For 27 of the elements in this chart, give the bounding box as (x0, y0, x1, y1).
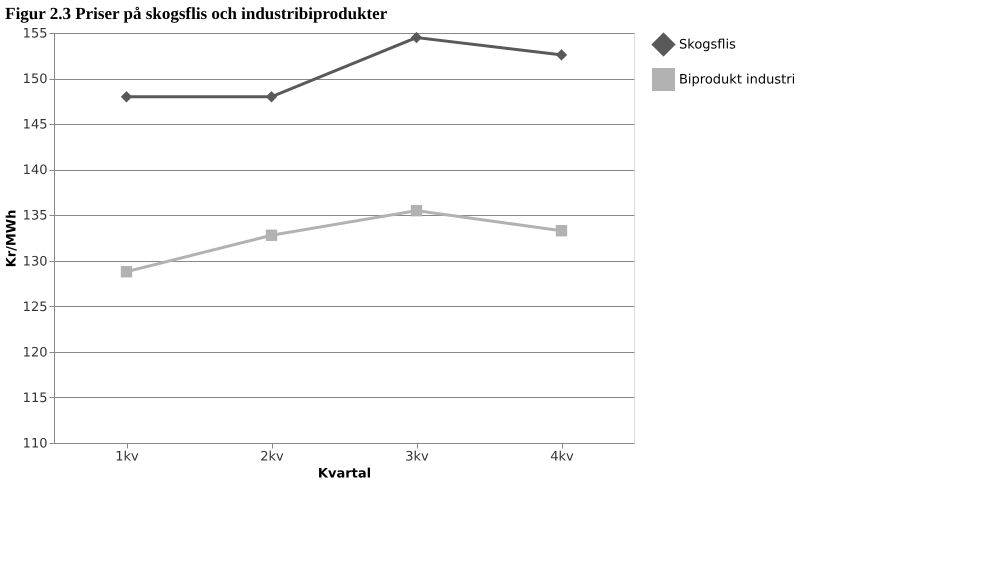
y-tick-label: 150 (22, 72, 48, 88)
point (120, 91, 132, 102)
x-tick-label: 2kv (260, 450, 284, 464)
y-tick-label: 155 (22, 26, 48, 42)
x-tick-label: 3kv (405, 450, 430, 464)
point (410, 32, 422, 44)
chart-title: Figur 2.3 Priser på skogsflis och industribiprodukter (5, 4, 388, 23)
x-axis-title: Kvartal (318, 466, 372, 482)
y-axis-title: Kr/MWh (4, 210, 20, 268)
y-tick-label: 140 (22, 163, 48, 178)
point (266, 91, 278, 102)
legend-label: Skogsflis (679, 38, 736, 52)
point (556, 225, 568, 236)
legend-label: Biprodukt industri (679, 72, 796, 88)
y-tick-label: 135 (22, 208, 48, 224)
point (556, 49, 568, 61)
x-tick-label: 4kv (550, 450, 574, 464)
point (266, 230, 278, 241)
y-tick-label: 145 (22, 118, 48, 133)
y-tick-label: 115 (22, 390, 48, 406)
x-tick-label: 1kv (115, 450, 140, 464)
y-tick-label: 130 (22, 254, 48, 270)
y-tick-label: 125 (22, 300, 48, 315)
y-tick-label: 120 (22, 345, 48, 360)
point (120, 266, 132, 278)
y-tick-label: 110 (22, 436, 48, 452)
point (410, 204, 422, 216)
